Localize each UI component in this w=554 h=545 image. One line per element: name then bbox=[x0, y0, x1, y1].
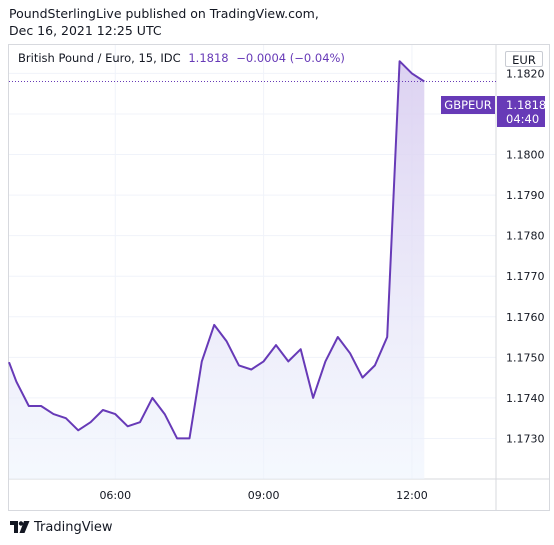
price-tick-label: 1.1800 bbox=[506, 149, 545, 162]
price-tick-label: 1.1740 bbox=[506, 392, 545, 405]
time-tick-label: 09:00 bbox=[248, 489, 280, 502]
tradingview-logo-icon bbox=[10, 521, 30, 533]
last-price-tag: 1.1818 04:40 bbox=[497, 96, 547, 127]
publish-date: Dec 16, 2021 12:25 UTC bbox=[9, 23, 162, 38]
last-price-value: 1.1818 bbox=[506, 98, 547, 112]
time-tick-label: 12:00 bbox=[396, 489, 428, 502]
price-tick-label: 1.1820 bbox=[506, 67, 545, 80]
price-tick-label: 1.1790 bbox=[506, 189, 545, 202]
price-axis: 1.1730 1.1740 1.1750 1.1760 1.1770 1.1780 1.17… bbox=[506, 67, 545, 445]
price-tick-label: 1.1770 bbox=[506, 270, 545, 283]
chart-frame bbox=[8, 44, 550, 511]
publisher-info: PoundSterlingLive published on TradingVi… bbox=[9, 5, 319, 39]
series-line bbox=[8, 60, 425, 440]
time-axis: 06:00 09:00 12:00 bbox=[99, 489, 427, 502]
legend-symbol: British Pound / Euro, 15, IDC bbox=[18, 51, 181, 65]
series-area bbox=[9, 61, 425, 479]
price-tick-label: 1.1730 bbox=[506, 432, 545, 445]
bar-countdown: 04:40 bbox=[506, 112, 540, 126]
price-tick-label: 1.1780 bbox=[506, 230, 545, 243]
price-tick-label: 1.1750 bbox=[506, 351, 545, 364]
chart-legend: British Pound / Euro, 15, IDC 1.1818 −0.… bbox=[18, 51, 345, 66]
footer: TradingView bbox=[10, 518, 113, 536]
price-tick-label: 1.1760 bbox=[506, 311, 545, 324]
legend-change: −0.0004 (−0.04%) bbox=[236, 51, 345, 65]
time-tick-label: 06:00 bbox=[99, 489, 131, 502]
footer-brand: TradingView bbox=[34, 519, 113, 535]
currency-button[interactable]: EUR bbox=[505, 51, 543, 67]
legend-value: 1.1818 bbox=[188, 51, 229, 65]
symbol-tag: GBPEUR bbox=[441, 96, 495, 114]
publisher-line: PoundSterlingLive published on TradingVi… bbox=[9, 6, 319, 21]
